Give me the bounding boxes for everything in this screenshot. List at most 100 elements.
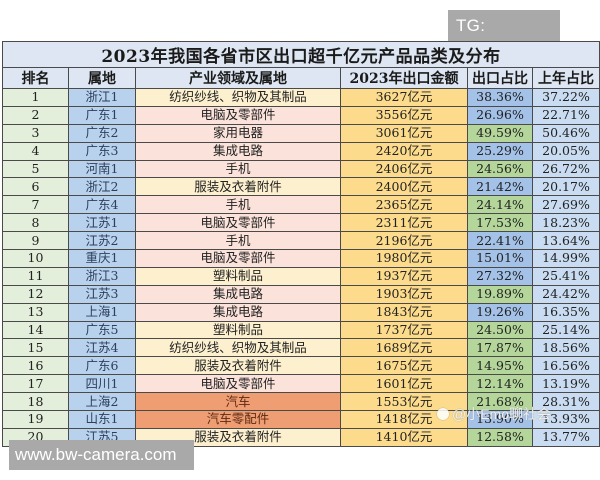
cell-prev-share: 22.71%	[531, 105, 600, 125]
table-row: 5 河南1 手机 2406亿元 24.56% 26.72%	[2, 159, 600, 179]
cell-prev-share: 18.56%	[531, 338, 600, 358]
cell-rank: 6	[2, 177, 69, 197]
cell-industry: 服装及衣着附件	[135, 177, 341, 197]
cell-prev-share: 26.72%	[531, 159, 600, 179]
cell-rank: 3	[2, 123, 69, 143]
table-row: 11 浙江3 塑料制品 1937亿元 27.32% 25.41%	[2, 266, 600, 286]
cell-share: 17.53%	[467, 213, 533, 233]
cell-industry: 集成电路	[135, 302, 341, 322]
cell-location: 河南1	[68, 159, 136, 179]
cell-industry: 汽车	[135, 392, 341, 412]
cell-rank: 13	[2, 302, 69, 322]
cell-prev-share: 18.23%	[531, 213, 600, 233]
cell-prev-share: 16.56%	[531, 356, 600, 376]
cell-location: 浙江3	[68, 266, 136, 286]
cell-share: 14.95%	[467, 356, 533, 376]
cell-rank: 1	[2, 88, 69, 107]
cell-industry: 集成电路	[135, 284, 341, 304]
cell-amount: 1601亿元	[340, 374, 468, 394]
table-row: 4 广东3 集成电路 2420亿元 25.29% 20.05%	[2, 141, 600, 161]
cell-industry: 家用电器	[135, 123, 341, 143]
cell-industry: 电脑及零部件	[135, 105, 341, 125]
cell-location: 江苏1	[68, 213, 136, 233]
cell-industry: 服装及衣着附件	[135, 356, 341, 376]
cell-amount: 1675亿元	[340, 356, 468, 376]
cell-amount: 1418亿元	[340, 410, 468, 429]
cell-prev-share: 16.35%	[531, 302, 600, 322]
cell-amount: 3061亿元	[340, 123, 468, 143]
table-row: 16 广东6 服装及衣着附件 1675亿元 14.95% 16.56%	[2, 356, 600, 376]
cell-location: 江苏2	[68, 231, 136, 251]
cell-industry: 电脑及零部件	[135, 249, 341, 268]
cell-amount: 2400亿元	[340, 177, 468, 197]
table-row: 7 广东4 手机 2365亿元 24.14% 27.69%	[2, 195, 600, 215]
table-row: 13 上海1 集成电路 1843亿元 19.26% 16.35%	[2, 302, 600, 322]
cell-amount: 1410亿元	[340, 427, 468, 447]
cell-share: 12.58%	[467, 427, 533, 447]
cell-rank: 16	[2, 356, 69, 376]
cell-location: 广东2	[68, 123, 136, 143]
header-industry: 产业领域及属地	[135, 67, 341, 89]
header-rank: 排名	[2, 67, 69, 89]
cell-amount: 2420亿元	[340, 141, 468, 161]
table-row: 17 四川1 电脑及零部件 1601亿元 12.14% 13.19%	[2, 374, 600, 394]
cell-amount: 1937亿元	[340, 266, 468, 286]
cell-share: 38.36%	[467, 88, 533, 107]
cell-amount: 2406亿元	[340, 159, 468, 179]
cell-industry: 集成电路	[135, 141, 341, 161]
table-row: 12 江苏3 集成电路 1903亿元 19.89% 24.42%	[2, 284, 600, 304]
cell-location: 浙江1	[68, 88, 136, 107]
table-row: 15 江苏4 纺织纱线、织物及其制品 1689亿元 17.87% 18.56%	[2, 338, 600, 358]
cell-location: 上海2	[68, 392, 136, 412]
header-prev-share: 上年占比	[531, 67, 600, 89]
cell-amount: 1689亿元	[340, 338, 468, 358]
cell-rank: 4	[2, 141, 69, 161]
cell-location: 浙江2	[68, 177, 136, 197]
cell-location: 上海1	[68, 302, 136, 322]
table-row: 14 广东5 塑料制品 1737亿元 24.50% 25.14%	[2, 320, 600, 340]
table-row: 1 浙江1 纺织纱线、织物及其制品 3627亿元 38.36% 37.22%	[2, 88, 600, 107]
cell-rank: 14	[2, 320, 69, 340]
cell-industry: 塑料制品	[135, 320, 341, 340]
cell-industry: 电脑及零部件	[135, 374, 341, 394]
cell-industry: 手机	[135, 195, 341, 215]
table-row: 19 山东1 汽车零配件 1418亿元 13.90% 13.93%	[2, 410, 600, 429]
cell-share: 15.01%	[467, 249, 533, 268]
cell-share: 19.89%	[467, 284, 533, 304]
cell-rank: 5	[2, 159, 69, 179]
cell-prev-share: 20.05%	[531, 141, 600, 161]
cell-location: 广东5	[68, 320, 136, 340]
cell-amount: 1843亿元	[340, 302, 468, 322]
cell-industry: 纺织纱线、织物及其制品	[135, 88, 341, 107]
cell-share: 13.90%	[467, 410, 533, 429]
cell-share: 25.29%	[467, 141, 533, 161]
table-header-row: 排名 属地 产业领域及属地 2023年出口金额 出口占比 上年占比	[2, 67, 600, 89]
cell-share: 12.14%	[467, 374, 533, 394]
cell-amount: 3627亿元	[340, 88, 468, 107]
table-row: 18 上海2 汽车 1553亿元 21.68% 28.31%	[2, 392, 600, 412]
cell-prev-share: 27.69%	[531, 195, 600, 215]
cell-rank: 10	[2, 249, 69, 268]
cell-prev-share: 24.42%	[531, 284, 600, 304]
cell-prev-share: 20.17%	[531, 177, 600, 197]
table-row: 6 浙江2 服装及衣着附件 2400亿元 21.42% 20.17%	[2, 177, 600, 197]
cell-prev-share: 25.41%	[531, 266, 600, 286]
cell-amount: 3556亿元	[340, 105, 468, 125]
cell-industry: 汽车零配件	[135, 410, 341, 429]
tg-watermark-badge: TG: MYYJJPP	[448, 10, 560, 66]
table-row: 9 江苏2 手机 2196亿元 22.41% 13.64%	[2, 231, 600, 251]
cell-rank: 19	[2, 410, 69, 429]
cell-location: 广东6	[68, 356, 136, 376]
cell-location: 广东4	[68, 195, 136, 215]
cell-rank: 12	[2, 284, 69, 304]
cell-industry: 手机	[135, 159, 341, 179]
cell-amount: 1903亿元	[340, 284, 468, 304]
cell-share: 27.32%	[467, 266, 533, 286]
cell-location: 广东1	[68, 105, 136, 125]
table-row: 2 广东1 电脑及零部件 3556亿元 26.96% 22.71%	[2, 105, 600, 125]
cell-share: 19.26%	[467, 302, 533, 322]
cell-share: 24.50%	[467, 320, 533, 340]
cell-prev-share: 37.22%	[531, 88, 600, 107]
cell-share: 24.56%	[467, 159, 533, 179]
table-title: 2023年我国各省市区出口超千亿元产品品类及分布	[1, 41, 600, 68]
